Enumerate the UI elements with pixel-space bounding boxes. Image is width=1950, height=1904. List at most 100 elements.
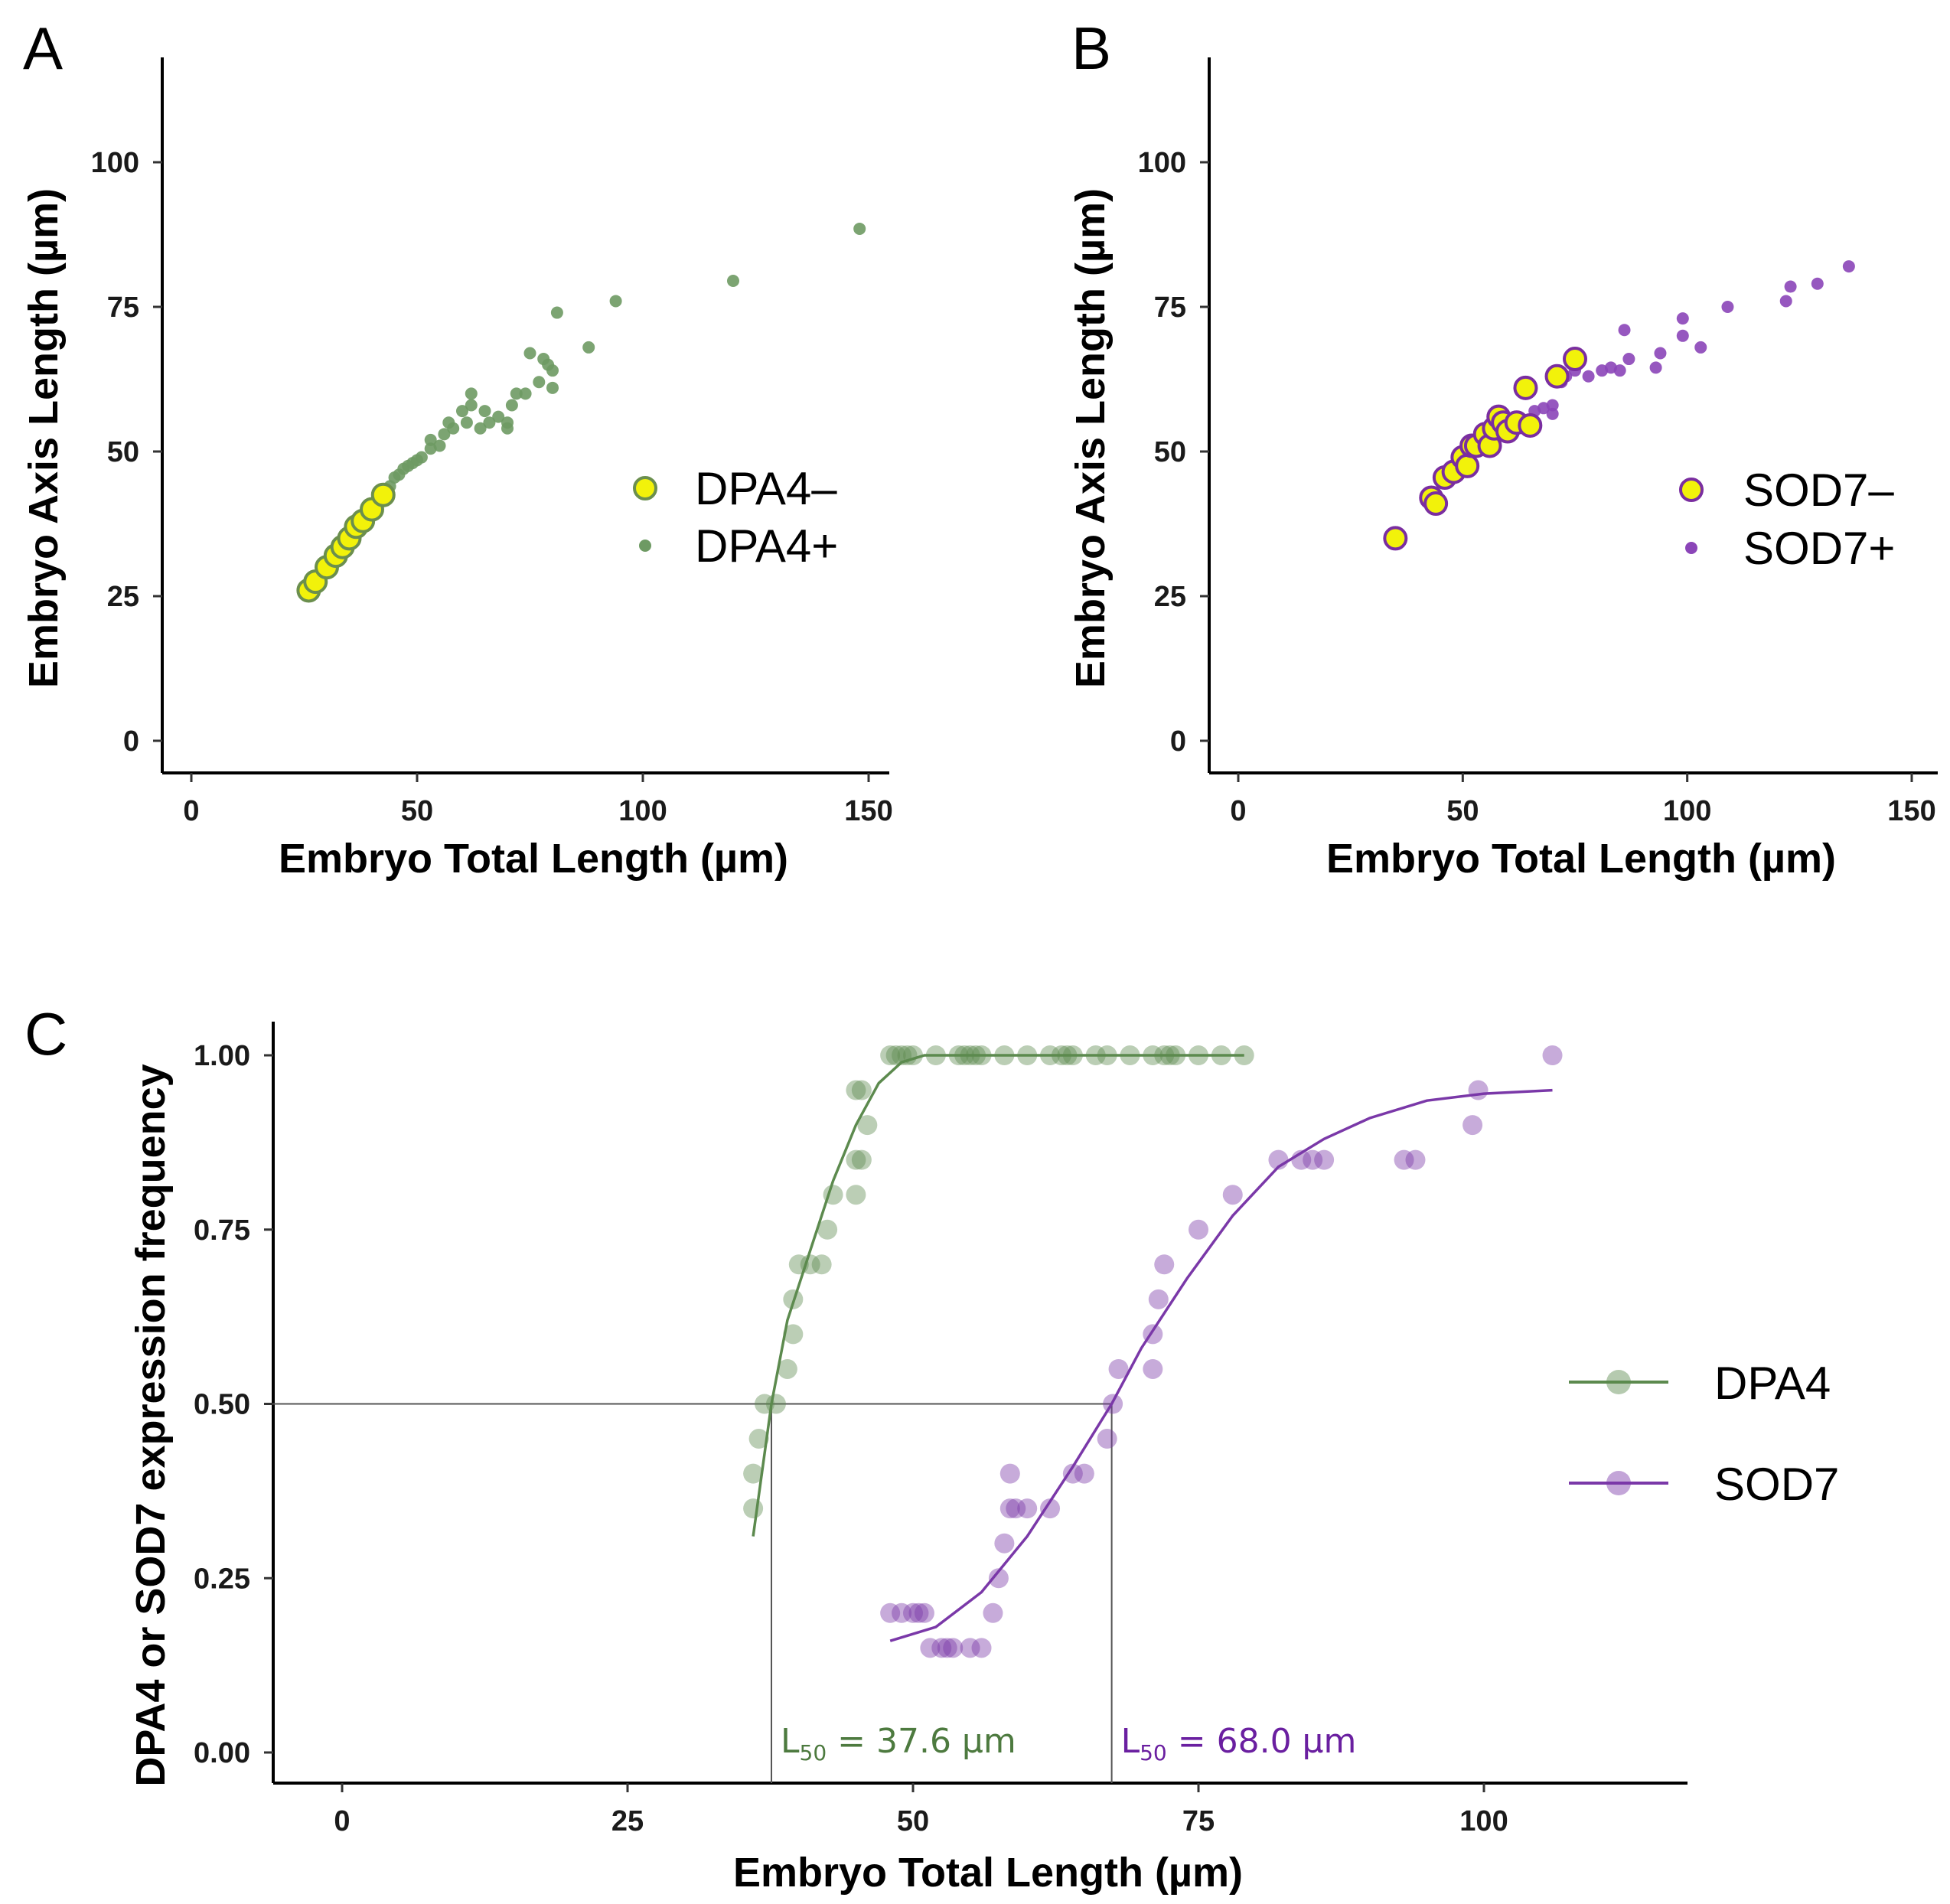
- data-point-SOD7: [920, 1638, 941, 1658]
- fit-curve-SOD7: [889, 1088, 1553, 1642]
- data-point-SOD7+: [1622, 353, 1635, 366]
- data-point-SOD7+: [1618, 324, 1631, 337]
- data-point-SOD7: [1405, 1149, 1426, 1170]
- data-point-DPA4: [748, 1429, 769, 1449]
- data-point-SOD7: [1542, 1045, 1563, 1065]
- data-point-SOD7–: [1544, 364, 1570, 389]
- data-point-SOD7+: [1811, 277, 1824, 290]
- data-point-SOD7+: [1649, 361, 1662, 374]
- data-point-DPA4+: [550, 306, 563, 319]
- data-point-SOD7: [914, 1602, 934, 1623]
- panel-b: B 0 50 100 150 0 25 50 75 100 Embryo Total Length …: [1068, 15, 1938, 882]
- y-tick-label: 0: [123, 725, 139, 758]
- y-tick-label: 50: [1154, 436, 1186, 468]
- data-point-SOD7: [1148, 1289, 1169, 1309]
- legend-marker-negative: [633, 476, 657, 500]
- data-point-SOD7: [1468, 1080, 1489, 1100]
- data-point-SOD7: [1222, 1185, 1243, 1205]
- data-point-SOD7+: [1676, 329, 1689, 342]
- data-point-SOD7: [1314, 1149, 1335, 1170]
- data-point-SOD7: [960, 1638, 980, 1658]
- legend-marker-negative: [1679, 478, 1704, 502]
- data-point-DPA4+: [478, 405, 491, 418]
- data-point-DPA4+: [474, 422, 487, 435]
- data-point-DPA4: [880, 1045, 901, 1065]
- y-tick-label: 0.00: [194, 1737, 250, 1769]
- x-tick-label: 50: [1446, 795, 1479, 827]
- data-point-DPA4: [743, 1463, 764, 1484]
- y-tick-label: 100: [1138, 147, 1186, 179]
- data-point-DPA4+: [456, 405, 468, 418]
- y-axis-title: Embryo Axis Length (µm): [1068, 188, 1114, 688]
- data-point-DPA4: [765, 1394, 786, 1414]
- data-point-SOD7: [1062, 1463, 1083, 1484]
- data-point-SOD7+: [1694, 341, 1707, 354]
- data-point-SOD7+: [1582, 370, 1595, 383]
- data-point-SOD7: [1074, 1463, 1094, 1484]
- x-axis-title: Embryo Total Length (µm): [279, 836, 788, 882]
- x-tick-label: 150: [1887, 795, 1935, 827]
- data-point-SOD7: [1017, 1498, 1038, 1519]
- y-tick-label: 50: [107, 436, 139, 468]
- x-tick-label: 100: [1459, 1805, 1508, 1837]
- data-point-DPA4: [846, 1080, 866, 1100]
- data-point-DPA4+: [505, 399, 518, 412]
- data-point-SOD7–: [1563, 347, 1587, 372]
- y-tick-label: 0.25: [194, 1563, 250, 1595]
- data-point-SOD7: [908, 1602, 929, 1623]
- legend-label-positive: SOD7+: [1743, 523, 1895, 574]
- data-point-DPA4+: [415, 451, 428, 464]
- data-point-SOD7: [983, 1602, 1003, 1623]
- data-point-SOD7–: [1383, 526, 1408, 551]
- legend-marker-SOD7: [1606, 1471, 1631, 1495]
- data-point-SOD7–: [1518, 412, 1543, 438]
- data-point-DPA4: [743, 1498, 764, 1519]
- data-point-DPA4+: [424, 433, 437, 446]
- l50-annotation: L50 = 68.0 µm: [1121, 1722, 1357, 1765]
- legend-marker-positive: [1685, 542, 1697, 554]
- data-point-DPA4+: [510, 387, 523, 400]
- data-point-DPA4+: [465, 399, 478, 412]
- data-point-SOD7+: [1654, 347, 1667, 360]
- x-tick-label: 50: [401, 795, 433, 827]
- data-point-SOD7: [1394, 1149, 1414, 1170]
- x-tick-label: 50: [897, 1805, 929, 1837]
- data-point-SOD7: [988, 1568, 1009, 1589]
- data-point-SOD7: [1108, 1358, 1129, 1379]
- data-point-SOD7: [1143, 1358, 1163, 1379]
- data-point-SOD7: [937, 1638, 957, 1658]
- y-tick-label: 0: [1170, 725, 1186, 758]
- data-point-DPA4+: [609, 295, 622, 308]
- data-point-SOD7+: [1721, 301, 1734, 313]
- panel-c: C 0 25 50 75 100 0.00 0.25 0.50 0.75 1.00 Embryo To…: [24, 1000, 1839, 1896]
- data-point-DPA4+: [853, 222, 866, 235]
- y-tick-label: 100: [91, 147, 139, 179]
- data-point-SOD7: [999, 1463, 1020, 1484]
- data-point-DPA4: [811, 1254, 832, 1275]
- panel-a: A 0 50 100 150 0 25 50 75 100 Embryo Total Length …: [21, 15, 893, 882]
- data-point-DPA4+: [438, 428, 451, 441]
- data-point-SOD7: [943, 1638, 964, 1658]
- legend-label-negative: SOD7–: [1743, 465, 1894, 516]
- legend-label-positive: DPA4+: [695, 520, 838, 572]
- data-point-SOD7: [880, 1602, 901, 1623]
- x-axis-title: Embryo Total Length (µm): [1326, 836, 1836, 882]
- y-tick-label: 25: [1154, 581, 1186, 613]
- data-point-SOD7: [892, 1602, 912, 1623]
- y-axis-title: DPA4 or SOD7 expression frequency: [128, 1064, 174, 1786]
- data-point-DPA4+: [460, 416, 473, 429]
- x-axis-title: Embryo Total Length (µm): [733, 1850, 1243, 1896]
- data-point-DPA4: [857, 1115, 878, 1136]
- legend-marker-DPA4: [1606, 1370, 1631, 1394]
- data-point-DPA4+: [533, 376, 546, 389]
- data-point-SOD7: [903, 1602, 923, 1623]
- data-point-DPA4: [846, 1149, 866, 1170]
- panel-letter: C: [24, 1000, 67, 1068]
- data-point-SOD7+: [1546, 399, 1559, 412]
- data-point-DPA4+: [447, 422, 460, 435]
- data-point-DPA4+: [546, 364, 559, 377]
- data-point-DPA4+: [523, 347, 536, 360]
- data-point-SOD7+: [1676, 312, 1689, 325]
- data-point-SOD7: [1006, 1498, 1026, 1519]
